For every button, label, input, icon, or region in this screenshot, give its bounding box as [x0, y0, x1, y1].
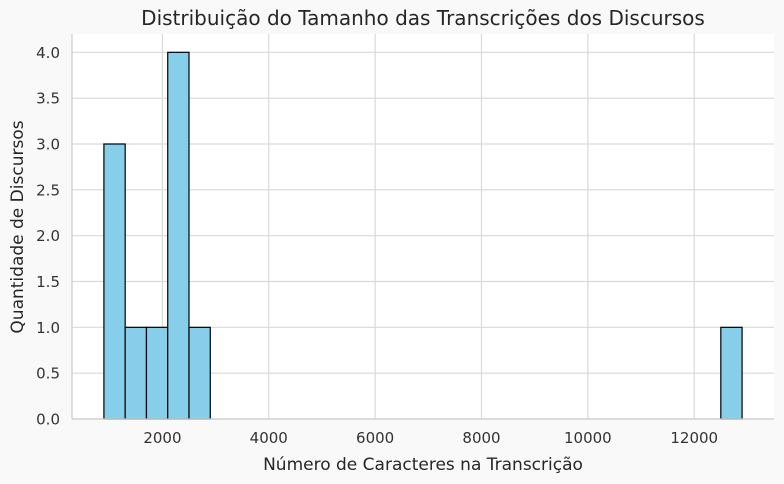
x-tick-labels: 2000 4000 6000 8000 10000 12000	[143, 429, 718, 447]
x-tick-label: 12000	[670, 429, 718, 447]
y-tick-label: 1.0	[36, 319, 60, 337]
x-tick-label: 6000	[356, 429, 394, 447]
y-tick-label: 3.5	[36, 90, 60, 108]
y-tick-label: 0.0	[36, 411, 60, 429]
x-tick-label: 10000	[564, 429, 612, 447]
x-axis-title: Número de Caracteres na Transcrição	[263, 455, 583, 475]
y-tick-label: 2.0	[36, 227, 60, 245]
x-tick-label: 2000	[143, 429, 181, 447]
x-tick-label: 4000	[250, 429, 288, 447]
chart-title: Distribuição do Tamanho das Transcrições…	[141, 6, 705, 30]
bars	[103, 51, 743, 420]
x-tick-label: 8000	[462, 429, 500, 447]
histogram-bar	[145, 326, 169, 420]
histogram-bar	[188, 326, 211, 420]
histogram-bar	[720, 326, 743, 420]
histogram-bar	[124, 326, 148, 420]
histogram-bar	[167, 51, 190, 420]
y-tick-label: 2.5	[36, 181, 60, 199]
y-tick-label: 3.0	[36, 136, 60, 154]
y-tick-labels: 0.0 0.5 1.0 1.5 2.0 2.5 3.0 3.5 4.0	[36, 44, 60, 429]
y-tick-label: 4.0	[36, 44, 60, 62]
y-tick-label: 0.5	[36, 365, 60, 383]
y-axis-title: Quantidade de Discursos	[8, 120, 28, 333]
y-tick-label: 1.5	[36, 273, 60, 291]
histogram-bar	[103, 143, 126, 420]
